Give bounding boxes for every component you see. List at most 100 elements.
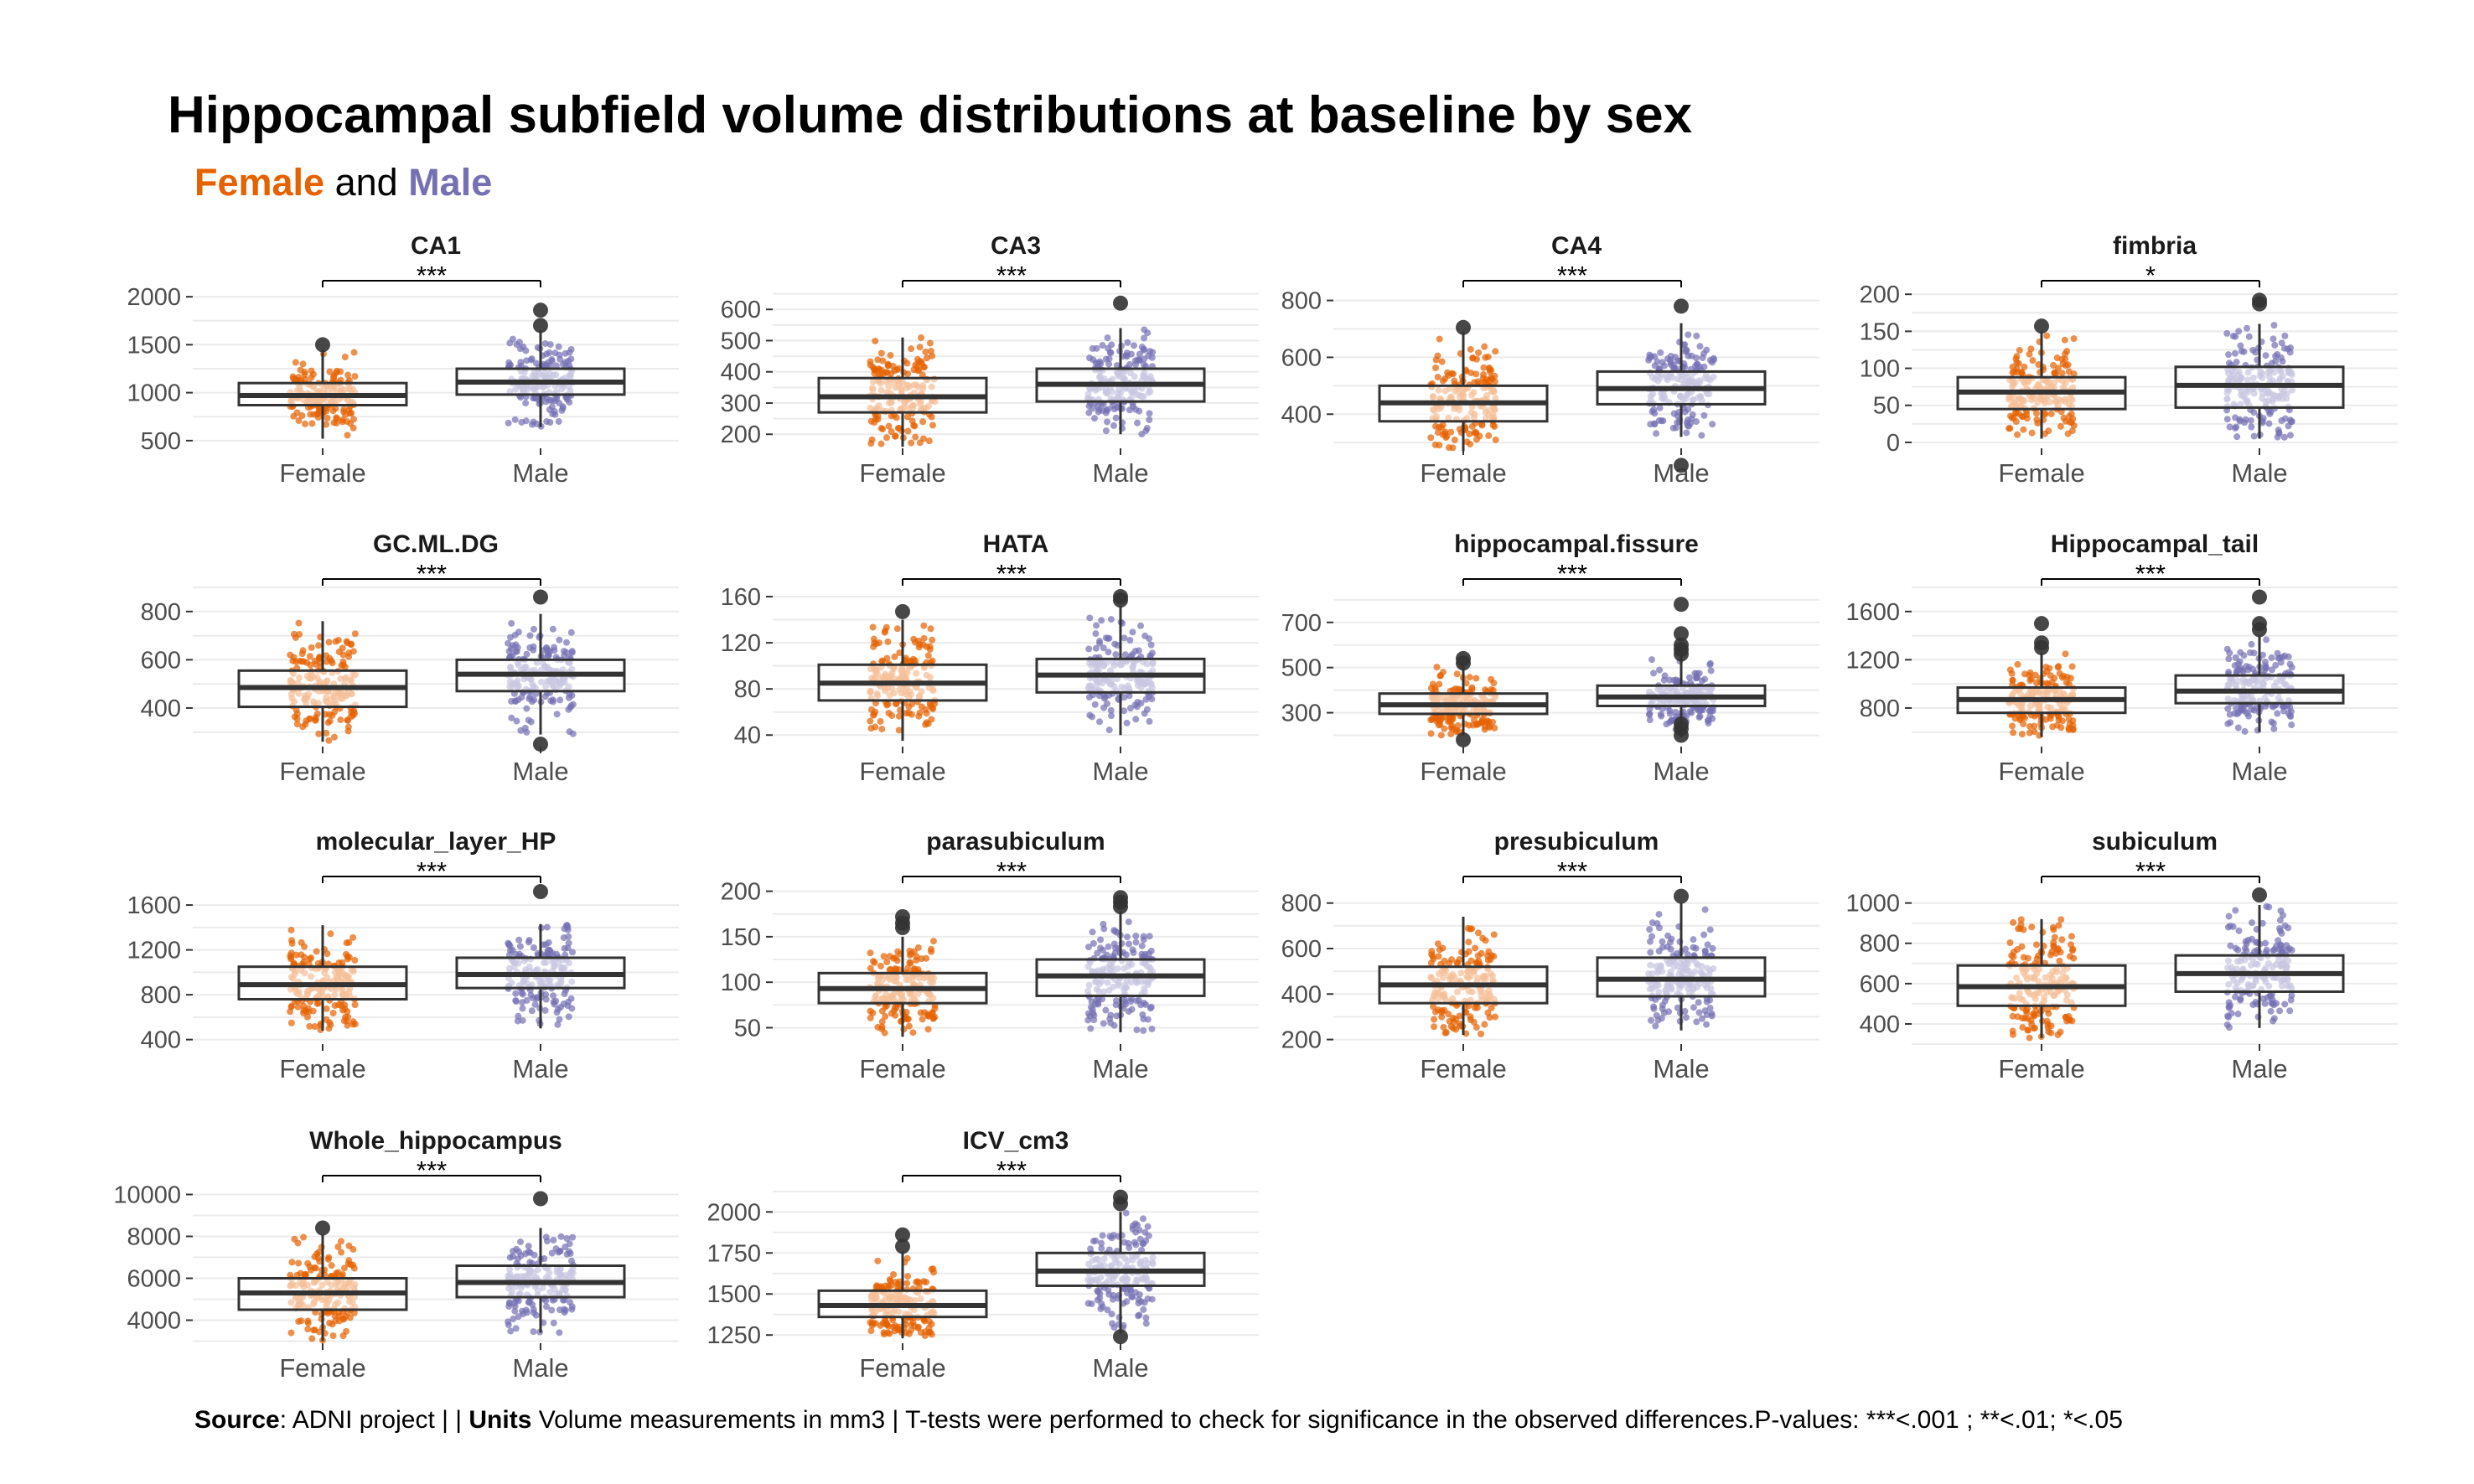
data-point	[2043, 332, 2051, 339]
data-point	[1114, 404, 1121, 411]
data-point	[288, 1259, 296, 1266]
data-point	[2015, 359, 2022, 367]
data-point	[351, 630, 359, 638]
data-point	[515, 936, 523, 944]
data-point	[287, 926, 295, 933]
data-point	[872, 723, 879, 731]
data-point	[2020, 954, 2027, 961]
data-point	[929, 938, 937, 945]
facet-title: Whole_hippocampus	[309, 1127, 562, 1155]
data-point	[2061, 336, 2068, 344]
outlier-point	[1674, 298, 1689, 314]
data-point	[295, 417, 303, 425]
data-point	[1668, 716, 1675, 724]
data-point	[876, 366, 883, 374]
y-tick-label: 100	[721, 970, 761, 996]
data-point	[928, 716, 935, 723]
data-point	[2030, 1011, 2037, 1018]
data-point	[919, 371, 926, 379]
data-point	[2286, 660, 2294, 668]
data-point	[2243, 947, 2250, 954]
data-point	[2285, 653, 2292, 660]
data-point	[523, 996, 531, 1004]
data-point	[2058, 936, 2066, 944]
data-point	[1429, 680, 1436, 688]
data-point	[329, 1321, 336, 1328]
data-point	[569, 1233, 577, 1241]
data-point	[1659, 359, 1666, 366]
data-point	[879, 657, 887, 664]
data-point	[1097, 936, 1105, 944]
data-point	[287, 949, 295, 957]
data-point	[349, 648, 357, 655]
data-point	[2286, 432, 2294, 439]
data-point	[2245, 333, 2253, 340]
data-point	[1647, 421, 1654, 428]
data-point	[1666, 710, 1674, 717]
data-point	[2060, 414, 2068, 421]
data-point	[882, 627, 889, 634]
data-point	[1441, 725, 1448, 732]
data-point	[1140, 1000, 1147, 1007]
chart-title: Hippocampal subfield volume distribution…	[168, 86, 1693, 144]
data-point	[1655, 911, 1663, 918]
data-point	[2235, 927, 2243, 934]
data-point	[908, 345, 915, 353]
y-tick-label: 50	[1873, 393, 1900, 420]
data-point	[323, 421, 330, 428]
data-point	[334, 636, 342, 644]
data-point	[2029, 357, 2037, 365]
data-point	[1146, 717, 1153, 725]
data-point	[1467, 1013, 1474, 1021]
data-point	[519, 1005, 526, 1012]
data-point	[906, 959, 914, 966]
data-point	[2244, 324, 2251, 332]
data-point	[926, 643, 934, 650]
data-point	[1471, 379, 1478, 386]
data-point	[904, 427, 912, 435]
data-point	[337, 716, 344, 724]
data-point	[888, 1010, 895, 1017]
data-point	[2020, 426, 2027, 433]
data-point	[1695, 999, 1702, 1006]
outlier-point	[1674, 727, 1689, 743]
data-point	[867, 1007, 874, 1015]
data-point	[338, 1249, 345, 1256]
y-tick-label: 50	[734, 1015, 761, 1042]
data-point	[287, 955, 295, 963]
data-point	[1147, 947, 1155, 954]
data-point	[329, 407, 337, 415]
data-point	[291, 376, 298, 384]
data-point	[344, 716, 351, 724]
data-point	[343, 939, 350, 947]
data-point	[1102, 409, 1110, 416]
data-point	[347, 641, 355, 649]
data-point	[1706, 996, 1714, 1004]
x-tick-label: Male	[512, 757, 568, 786]
data-point	[1707, 667, 1715, 675]
data-point	[1468, 422, 1476, 430]
data-point	[528, 1007, 536, 1015]
data-point	[542, 995, 550, 1003]
data-point	[340, 1264, 348, 1272]
data-point	[556, 696, 564, 704]
data-point	[1131, 648, 1139, 655]
data-point	[1105, 360, 1113, 368]
data-point	[2225, 655, 2233, 663]
data-point	[1437, 732, 1445, 739]
data-point	[1110, 1021, 1118, 1029]
data-point	[1100, 1020, 1107, 1027]
data-point	[548, 356, 556, 364]
data-point	[300, 1233, 308, 1241]
data-point	[2270, 720, 2277, 727]
data-point	[301, 420, 308, 427]
data-point	[330, 372, 338, 380]
data-point	[2068, 941, 2075, 949]
data-point	[516, 943, 524, 950]
data-point	[543, 645, 551, 653]
data-point	[1439, 421, 1447, 429]
data-point	[1433, 664, 1441, 671]
data-point	[1709, 944, 1716, 952]
data-point	[1100, 704, 1108, 711]
data-point	[2249, 919, 2256, 927]
